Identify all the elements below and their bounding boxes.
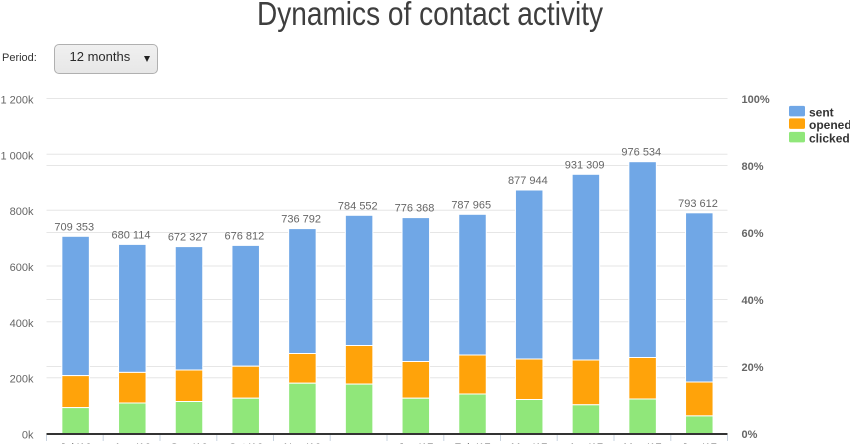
svg-text:776 368: 776 368: [395, 203, 435, 215]
svg-text:672 327: 672 327: [168, 232, 208, 244]
svg-text:600k: 600k: [10, 262, 34, 274]
svg-text:Feb '17: Feb '17: [454, 442, 490, 444]
svg-text:60%: 60%: [742, 228, 764, 240]
svg-text:Apr '17: Apr '17: [569, 442, 604, 444]
svg-text:676 812: 676 812: [225, 230, 265, 242]
svg-text:709 353: 709 353: [54, 221, 94, 233]
svg-text:Aug '16: Aug '16: [114, 442, 151, 444]
svg-text:1 000k: 1 000k: [0, 150, 34, 162]
svg-text:May '17: May '17: [624, 442, 662, 444]
svg-text:976 534: 976 534: [621, 147, 661, 159]
svg-text:787 965: 787 965: [451, 199, 491, 211]
svg-text:opened: opened: [809, 118, 850, 132]
svg-text:Sep '16: Sep '16: [171, 442, 208, 444]
svg-text:clicked: clicked: [809, 131, 850, 145]
svg-text:800k: 800k: [10, 206, 34, 218]
svg-text:40%: 40%: [742, 295, 764, 307]
svg-text:Jan '17: Jan '17: [398, 442, 433, 444]
svg-text:680 114: 680 114: [112, 229, 151, 241]
svg-text:400k: 400k: [10, 318, 34, 330]
svg-text:Jun '17: Jun '17: [682, 442, 717, 444]
svg-text:931 309: 931 309: [565, 159, 605, 171]
svg-text:877 944: 877 944: [508, 175, 548, 187]
svg-text:80%: 80%: [742, 161, 764, 173]
svg-text:sent: sent: [809, 105, 834, 119]
svg-text:Mar '17: Mar '17: [511, 442, 547, 444]
svg-text:0%: 0%: [742, 429, 758, 441]
svg-text:784 552: 784 552: [338, 200, 378, 212]
svg-text:200k: 200k: [10, 374, 34, 386]
svg-text:0k: 0k: [22, 430, 34, 442]
svg-text:793 612: 793 612: [678, 198, 718, 210]
svg-text:20%: 20%: [742, 362, 764, 374]
svg-text:1 200k: 1 200k: [0, 95, 34, 107]
svg-text:736 792: 736 792: [281, 214, 321, 226]
svg-text:Jul '16: Jul '16: [60, 442, 91, 444]
svg-text:Nov '16: Nov '16: [284, 442, 321, 444]
svg-text:100%: 100%: [742, 94, 770, 106]
svg-text:Oct '16: Oct '16: [228, 442, 263, 444]
